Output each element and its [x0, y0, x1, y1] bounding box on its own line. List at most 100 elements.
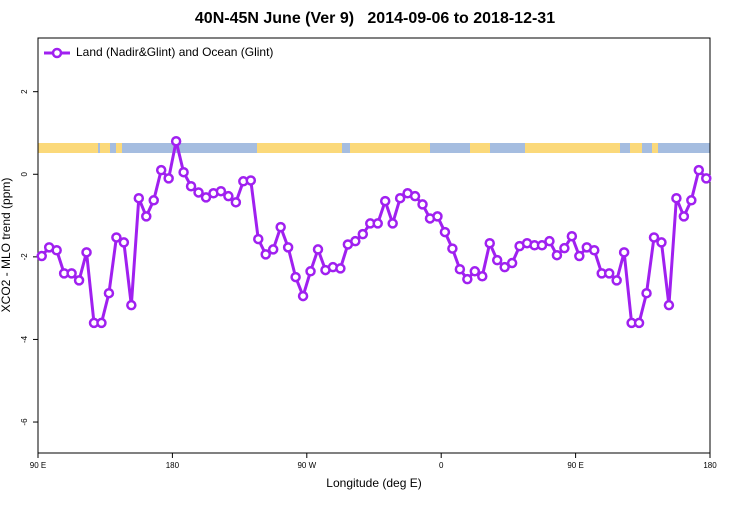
data-point — [73, 275, 85, 286]
data-point — [648, 232, 660, 243]
land-band — [525, 143, 620, 153]
data-point — [66, 268, 77, 279]
chart-title: 40N-45N June (Ver 9) 2014-09-06 to 2018-… — [195, 10, 555, 27]
land-band — [116, 143, 122, 153]
land-ocean-strip — [38, 143, 710, 153]
data-point — [163, 173, 174, 184]
data-point — [544, 235, 555, 247]
data-point — [469, 266, 481, 277]
data-point — [103, 287, 115, 299]
data-point — [297, 290, 309, 302]
x-tick-label: 90 E — [567, 461, 583, 470]
y-tick-label: -6 — [20, 418, 29, 426]
data-point — [506, 257, 518, 269]
data-point — [663, 299, 675, 311]
plot-frame — [37, 37, 711, 454]
data-point — [611, 275, 622, 286]
x-axis-label: Longitude (deg E) — [326, 476, 421, 490]
data-point — [447, 243, 458, 254]
data-point — [589, 244, 600, 256]
data-point — [641, 287, 652, 299]
data-point — [230, 197, 242, 208]
data-point — [357, 228, 369, 240]
data-point — [290, 271, 301, 283]
data-point — [305, 266, 316, 277]
data-point — [603, 268, 615, 279]
data-point — [200, 192, 212, 203]
x-tick-label: 90 W — [297, 461, 316, 470]
data-point — [678, 211, 690, 222]
data-point — [155, 164, 167, 176]
data-point — [312, 244, 324, 255]
data-point — [223, 190, 234, 202]
x-tick-label: 0 — [439, 461, 444, 470]
data-point — [491, 254, 503, 266]
data-point — [260, 249, 271, 260]
y-axis-label: XCO2 - MLO trend (ppm) — [0, 178, 13, 313]
data-point — [267, 244, 279, 255]
x-tick-label: 180 — [703, 461, 717, 470]
land-band — [630, 143, 642, 153]
y-tick-label: -2 — [20, 253, 29, 261]
data-point — [253, 233, 264, 245]
y-tick-label: 2 — [20, 89, 29, 94]
legend-marker — [51, 47, 63, 59]
data-point — [409, 190, 421, 202]
data-point — [185, 180, 197, 192]
land-band — [38, 143, 98, 153]
data-point — [417, 199, 428, 210]
data-point — [275, 221, 286, 233]
data-point — [96, 317, 107, 329]
x-tick-label: 90 E — [30, 461, 46, 470]
data-point — [432, 211, 443, 222]
data-point — [559, 242, 570, 254]
data-point — [477, 271, 488, 282]
land-band — [257, 143, 342, 153]
data-point — [574, 250, 585, 262]
data-point — [536, 240, 548, 251]
data-point — [81, 247, 92, 258]
data-point — [245, 175, 257, 186]
data-point — [148, 195, 159, 206]
data-point — [618, 247, 630, 258]
data-point — [551, 249, 563, 261]
data-point — [439, 226, 451, 238]
data-point — [372, 218, 383, 229]
land-band — [470, 143, 490, 153]
data-point — [379, 195, 391, 207]
land-band — [350, 143, 430, 153]
y-tick-label: 0 — [20, 171, 29, 176]
data-point — [566, 230, 578, 242]
data-point — [126, 299, 137, 311]
data-point — [387, 218, 398, 229]
data-point — [686, 195, 697, 206]
x-tick-label: 180 — [166, 461, 180, 470]
data-point — [215, 185, 227, 197]
data-point — [462, 273, 473, 285]
data-point — [141, 211, 152, 222]
land-band — [652, 143, 658, 153]
data-point — [484, 237, 495, 249]
data-point — [454, 263, 466, 275]
data-point — [693, 164, 705, 176]
data-point — [118, 237, 130, 248]
data-point — [133, 192, 145, 204]
data-point — [701, 173, 712, 184]
data-point — [178, 166, 189, 178]
data-point — [193, 187, 204, 198]
data-point — [350, 235, 361, 247]
data-point — [282, 242, 294, 253]
data-point — [36, 250, 47, 262]
data-point — [633, 317, 645, 329]
land-band — [100, 143, 110, 153]
legend-label: Land (Nadir&Glint) and Ocean (Glint) — [76, 45, 273, 59]
data-point — [51, 244, 62, 256]
data-point — [671, 192, 682, 204]
data-point — [335, 263, 346, 274]
data-point — [499, 261, 510, 273]
data-point — [394, 192, 406, 204]
series-line — [40, 140, 708, 325]
y-tick-label: -4 — [20, 335, 29, 343]
